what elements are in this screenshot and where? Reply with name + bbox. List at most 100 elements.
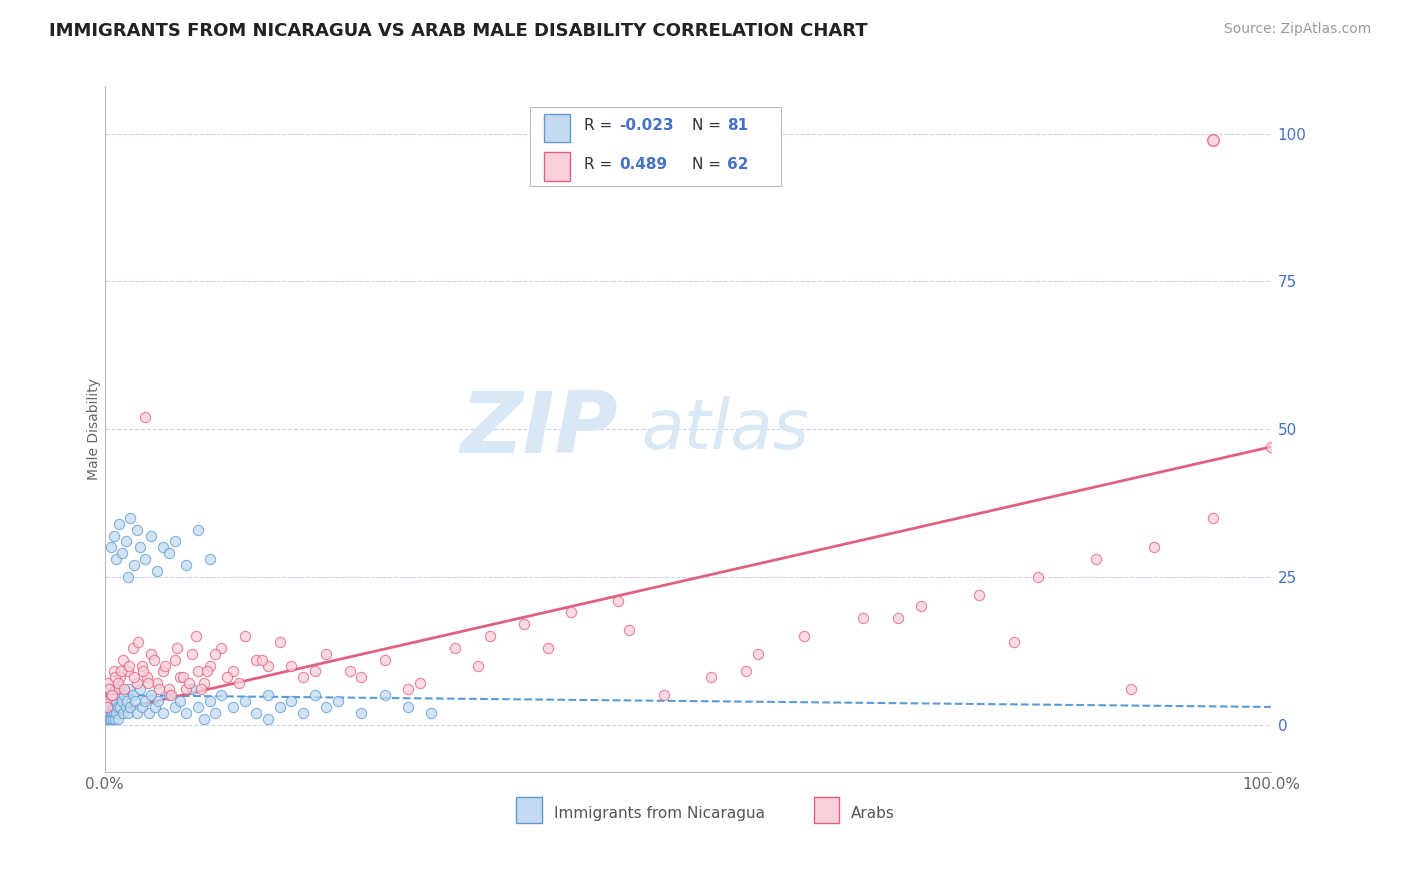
Point bbox=[163, 700, 186, 714]
Point bbox=[700, 670, 723, 684]
Point bbox=[96, 694, 118, 708]
Point bbox=[1260, 440, 1282, 454]
Point bbox=[118, 658, 141, 673]
Point bbox=[100, 712, 122, 726]
Point bbox=[269, 700, 291, 714]
Point bbox=[134, 552, 156, 566]
Point bbox=[110, 682, 132, 697]
Text: Arabs: Arabs bbox=[851, 805, 894, 821]
Point bbox=[96, 688, 118, 702]
Point bbox=[209, 640, 232, 655]
Point bbox=[204, 706, 226, 720]
Point bbox=[304, 688, 326, 702]
Point bbox=[131, 700, 153, 714]
Point bbox=[97, 706, 120, 720]
Point bbox=[408, 676, 430, 690]
Point bbox=[374, 653, 396, 667]
Point bbox=[107, 516, 129, 531]
Point bbox=[105, 682, 128, 697]
Point bbox=[96, 700, 118, 714]
Point bbox=[1143, 541, 1166, 555]
Point bbox=[98, 712, 121, 726]
Point bbox=[176, 682, 198, 697]
Point bbox=[100, 694, 122, 708]
Point bbox=[94, 682, 117, 697]
Point bbox=[117, 570, 139, 584]
Point bbox=[131, 658, 153, 673]
Point bbox=[233, 694, 256, 708]
Point bbox=[136, 676, 159, 690]
Point bbox=[209, 688, 232, 702]
Point bbox=[166, 640, 188, 655]
Point bbox=[118, 682, 141, 697]
Point bbox=[280, 658, 302, 673]
Point bbox=[257, 688, 280, 702]
Point bbox=[132, 665, 155, 679]
Point bbox=[98, 700, 121, 714]
Point bbox=[114, 700, 136, 714]
Point bbox=[852, 611, 875, 625]
Point bbox=[420, 706, 443, 720]
Point bbox=[114, 682, 136, 697]
Point bbox=[304, 665, 326, 679]
Point bbox=[134, 410, 156, 425]
Text: 62: 62 bbox=[727, 157, 749, 172]
Point bbox=[160, 688, 183, 702]
Point bbox=[280, 694, 302, 708]
Point bbox=[619, 623, 641, 637]
Point bbox=[120, 511, 142, 525]
Point bbox=[190, 682, 212, 697]
Point bbox=[187, 665, 209, 679]
Point bbox=[128, 541, 150, 555]
Point bbox=[134, 694, 156, 708]
Point bbox=[103, 528, 125, 542]
Point bbox=[396, 682, 419, 697]
Point bbox=[257, 712, 280, 726]
Point bbox=[560, 606, 582, 620]
Point bbox=[152, 665, 174, 679]
Point bbox=[222, 700, 245, 714]
Text: N =: N = bbox=[692, 157, 727, 172]
Point bbox=[793, 629, 815, 643]
Point bbox=[747, 647, 769, 661]
Point bbox=[108, 700, 131, 714]
Point bbox=[98, 694, 121, 708]
Point bbox=[128, 682, 150, 697]
Point bbox=[152, 706, 174, 720]
Y-axis label: Male Disability: Male Disability bbox=[87, 378, 100, 480]
Point bbox=[124, 694, 146, 708]
Point bbox=[103, 694, 125, 708]
Point bbox=[114, 534, 136, 549]
Point bbox=[143, 700, 166, 714]
FancyBboxPatch shape bbox=[516, 797, 541, 823]
Point bbox=[443, 640, 465, 655]
Text: Source: ZipAtlas.com: Source: ZipAtlas.com bbox=[1223, 22, 1371, 37]
Point bbox=[176, 706, 198, 720]
Point bbox=[1201, 132, 1223, 146]
Point bbox=[98, 682, 121, 697]
Point bbox=[141, 647, 163, 661]
Point bbox=[101, 688, 124, 702]
Point bbox=[187, 523, 209, 537]
Point bbox=[169, 670, 191, 684]
Point bbox=[94, 694, 117, 708]
Point bbox=[233, 629, 256, 643]
Point bbox=[1002, 635, 1025, 649]
Point bbox=[155, 658, 177, 673]
Point bbox=[104, 670, 127, 684]
Point bbox=[100, 706, 122, 720]
Point bbox=[107, 700, 129, 714]
Point bbox=[108, 670, 131, 684]
Point bbox=[245, 653, 267, 667]
Point bbox=[177, 676, 200, 690]
Point bbox=[269, 635, 291, 649]
Point bbox=[315, 647, 337, 661]
Point bbox=[1084, 552, 1107, 566]
Point bbox=[107, 688, 129, 702]
Point bbox=[120, 700, 142, 714]
Point bbox=[146, 676, 169, 690]
Point bbox=[111, 694, 134, 708]
Point bbox=[222, 665, 245, 679]
Point bbox=[94, 712, 117, 726]
FancyBboxPatch shape bbox=[544, 113, 569, 143]
